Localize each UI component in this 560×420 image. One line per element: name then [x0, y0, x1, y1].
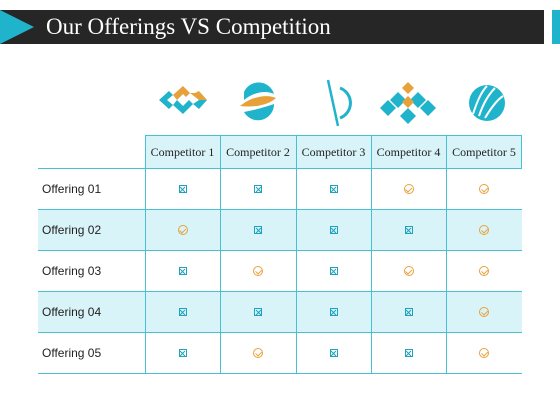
offering-label: Offering 02: [42, 223, 102, 237]
header-competitor-4: Competitor 4: [376, 145, 441, 159]
cross-box-icon: [329, 349, 338, 357]
cross-box-icon: [254, 308, 262, 316]
offering-label: Offering 04: [42, 305, 102, 319]
competitor-logos: [0, 78, 560, 128]
check-circle-icon: [479, 348, 489, 358]
diamond-tiles-logo-icon: [380, 78, 436, 128]
check-circle-icon: [479, 184, 489, 194]
header-competitor-5: Competitor 5: [452, 145, 516, 159]
header-competitor-3: Competitor 3: [301, 145, 366, 159]
header-competitor-2: Competitor 2: [226, 145, 290, 159]
cross-box-icon: [329, 226, 338, 234]
check-circle-icon: [403, 266, 414, 276]
check-circle-icon: [177, 225, 188, 235]
cross-box-icon: [178, 267, 187, 275]
check-circle-icon: [253, 348, 263, 358]
check-circle-icon: [479, 266, 489, 276]
swoosh-circle-logo-icon: [230, 78, 286, 128]
title-bar: [0, 10, 544, 44]
table-row: Offering 04: [38, 291, 522, 332]
crescent-line-logo-icon: [306, 78, 362, 128]
column-divider: [521, 135, 522, 168]
column-divider: [371, 135, 372, 373]
check-circle-icon: [479, 225, 489, 235]
offering-label: Offering 05: [42, 346, 102, 360]
striped-globe-logo-icon: [459, 78, 515, 128]
column-divider: [296, 135, 297, 373]
column-divider: [220, 135, 221, 373]
table-bottom-border: [38, 373, 522, 374]
cross-box-icon: [404, 308, 413, 316]
cross-box-icon: [329, 185, 338, 193]
cross-box-icon: [329, 308, 338, 316]
check-circle-icon: [253, 266, 263, 276]
table-row: Offering 03: [38, 250, 522, 291]
cross-box-icon: [254, 185, 262, 193]
title-arrow-icon: [0, 10, 34, 44]
diamond-arrows-logo-icon: [155, 78, 211, 128]
table-row: Offering 05: [38, 332, 522, 373]
cross-box-icon: [404, 349, 413, 357]
slide-title: Our Offerings VS Competition: [46, 14, 331, 39]
offering-label: Offering 01: [42, 182, 102, 196]
cross-box-icon: [178, 308, 187, 316]
cross-box-icon: [254, 226, 262, 234]
table-row: Offering 01: [38, 168, 522, 209]
check-circle-icon: [403, 184, 414, 194]
cross-box-icon: [329, 267, 338, 275]
column-divider: [145, 135, 146, 373]
cross-box-icon: [404, 226, 413, 234]
header-competitor-1: Competitor 1: [150, 145, 215, 159]
right-accent-bar: [552, 10, 560, 44]
cross-box-icon: [178, 185, 187, 193]
table-header-row: Competitor 1 Competitor 2 Competitor 3 C…: [145, 135, 522, 169]
table-row: Offering 02: [38, 209, 522, 250]
column-divider: [446, 135, 447, 373]
cross-box-icon: [178, 349, 187, 357]
check-circle-icon: [479, 307, 489, 317]
offering-label: Offering 03: [42, 264, 102, 278]
